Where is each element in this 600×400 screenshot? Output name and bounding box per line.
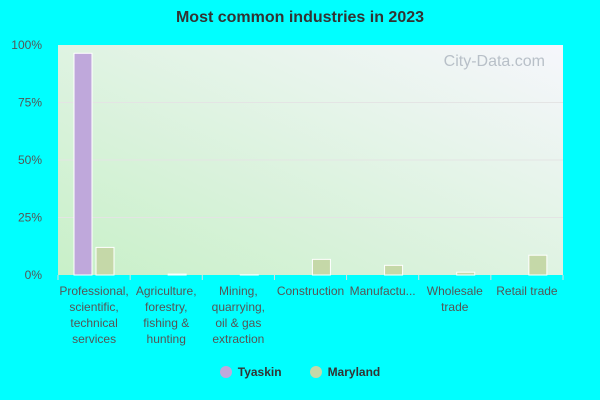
x-tick-label: fishing & bbox=[143, 316, 189, 330]
y-tick-label: 75% bbox=[18, 96, 42, 110]
x-tick-label: oil & gas bbox=[215, 316, 261, 330]
bar-maryland[interactable] bbox=[384, 264, 404, 276]
y-tick-label: 25% bbox=[18, 211, 42, 225]
legend-item-tyaskin[interactable]: Tyaskin bbox=[219, 365, 282, 379]
bar-maryland[interactable] bbox=[311, 258, 331, 276]
x-tick-label: Retail trade bbox=[496, 284, 558, 298]
x-tick-label: hunting bbox=[147, 332, 186, 346]
x-tick-label: Professional, bbox=[59, 284, 128, 298]
legend: Tyaskin Maryland bbox=[0, 365, 600, 379]
y-tick-label: 50% bbox=[18, 153, 42, 167]
x-tick-label: scientific, bbox=[69, 300, 118, 314]
y-tick-label: 0% bbox=[25, 268, 43, 282]
x-tick-label: Agriculture, bbox=[136, 284, 197, 298]
legend-label: Tyaskin bbox=[237, 365, 282, 379]
legend-label: Maryland bbox=[327, 365, 381, 379]
legend-swatch bbox=[219, 366, 232, 378]
chart-title: Most common industries in 2023 bbox=[175, 9, 425, 26]
x-tick-label: Construction bbox=[277, 284, 344, 298]
x-tick-label: quarrying, bbox=[212, 300, 265, 314]
x-tick-label: services bbox=[72, 332, 116, 346]
bar-maryland[interactable] bbox=[167, 273, 187, 276]
x-tick-label: Wholesale bbox=[427, 284, 483, 298]
bar-maryland[interactable] bbox=[95, 246, 115, 276]
x-tick-label: forestry, bbox=[145, 300, 187, 314]
legend-swatch bbox=[309, 366, 322, 378]
bar-maryland[interactable] bbox=[528, 254, 548, 276]
x-tick-label: Mining, bbox=[219, 284, 258, 298]
legend-item-maryland[interactable]: Maryland bbox=[309, 365, 381, 379]
y-tick-label: 100% bbox=[11, 38, 42, 52]
x-tick-label: technical bbox=[70, 316, 117, 330]
watermark: City-Data.com bbox=[444, 53, 545, 70]
x-tick-label: Manufactu... bbox=[350, 284, 416, 298]
x-tick-label: trade bbox=[441, 300, 469, 314]
x-tick-label: extraction bbox=[212, 332, 264, 346]
bar-tyaskin[interactable] bbox=[73, 52, 93, 276]
bar-maryland[interactable] bbox=[456, 271, 476, 276]
